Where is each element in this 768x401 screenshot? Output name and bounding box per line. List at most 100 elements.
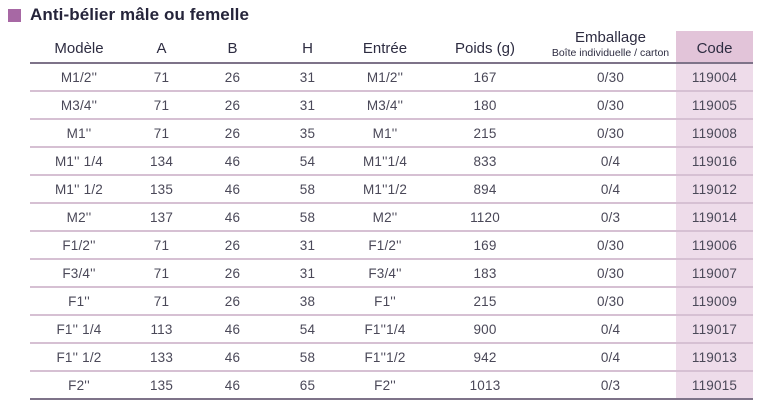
column-header-b: B xyxy=(195,6,270,64)
table-cell: F3/4'' xyxy=(345,259,425,288)
table-cell: 26 xyxy=(195,231,270,260)
table-cell: 71 xyxy=(128,231,195,260)
table-cell: 180 xyxy=(425,91,545,120)
table-row: F1'' 71 26 38 F1'' 215 0/30 119009 xyxy=(30,287,753,316)
table-cell: 1013 xyxy=(425,371,545,400)
table-row: M3/4'' 71 26 31 M3/4'' 180 0/30 119005 xyxy=(30,91,753,120)
table-cell: 31 xyxy=(270,259,345,288)
table-cell: 31 xyxy=(270,63,345,92)
table-row: F3/4'' 71 26 31 F3/4'' 183 0/30 119007 xyxy=(30,259,753,288)
table-cell-code: 119013 xyxy=(676,343,753,372)
column-header-modele: Modèle xyxy=(30,6,128,64)
table-cell: 0/30 xyxy=(545,91,676,120)
table-cell: 31 xyxy=(270,231,345,260)
table-cell: F1''1/4 xyxy=(345,315,425,344)
table-cell: 167 xyxy=(425,63,545,92)
table-cell: 900 xyxy=(425,315,545,344)
table-cell: 26 xyxy=(195,91,270,120)
table-cell: 137 xyxy=(128,203,195,232)
table-cell: 0/4 xyxy=(545,147,676,176)
table-cell: 71 xyxy=(128,259,195,288)
table-cell: M1''1/4 xyxy=(345,147,425,176)
table-cell: 46 xyxy=(195,175,270,204)
table-body: M1/2'' 71 26 31 M1/2'' 167 0/30 119004 M3/4'' 71 2… xyxy=(30,63,753,400)
table-cell: 54 xyxy=(270,147,345,176)
table-cell: M3/4'' xyxy=(30,91,128,120)
table-cell-code: 119017 xyxy=(676,315,753,344)
table-cell: M1/2'' xyxy=(30,63,128,92)
table-cell: 215 xyxy=(425,287,545,316)
table-cell: 135 xyxy=(128,175,195,204)
column-header-a: A xyxy=(128,6,195,64)
column-header-emballage-label: Emballage xyxy=(575,29,646,46)
table-cell: F2'' xyxy=(30,371,128,400)
table-cell: 54 xyxy=(270,315,345,344)
table-cell: 133 xyxy=(128,343,195,372)
table-cell-code: 119006 xyxy=(676,231,753,260)
table-cell: 0/30 xyxy=(545,287,676,316)
table-cell: 31 xyxy=(270,91,345,120)
table-cell: 169 xyxy=(425,231,545,260)
table-cell: F1'' xyxy=(30,287,128,316)
section-bullet-icon xyxy=(8,8,21,22)
table-cell: 65 xyxy=(270,371,345,400)
table-row: M1'' 1/2 135 46 58 M1''1/2 894 0/4 119012 xyxy=(30,175,753,204)
table-cell: 0/4 xyxy=(545,175,676,204)
product-table: Modèle A B H Entrée Poids (g) Emballage … xyxy=(30,6,753,400)
table-cell-code: 119009 xyxy=(676,287,753,316)
table-cell-code: 119004 xyxy=(676,63,753,92)
table-row: F1'' 1/4 113 46 54 F1''1/4 900 0/4 119017 xyxy=(30,315,753,344)
table-header: Modèle A B H Entrée Poids (g) Emballage … xyxy=(30,6,753,64)
table-cell: M1'' xyxy=(30,119,128,148)
table-row: M1/2'' 71 26 31 M1/2'' 167 0/30 119004 xyxy=(30,63,753,92)
table-row: F2'' 135 46 65 F2'' 1013 0/3 119015 xyxy=(30,371,753,400)
table-cell-code: 119008 xyxy=(676,119,753,148)
table-cell: 26 xyxy=(195,63,270,92)
table-cell: 38 xyxy=(270,287,345,316)
table-cell: 0/4 xyxy=(545,343,676,372)
column-header-h: H xyxy=(270,6,345,64)
table-cell: 26 xyxy=(195,287,270,316)
table-cell: F1/2'' xyxy=(30,231,128,260)
table-cell: F3/4'' xyxy=(30,259,128,288)
table-cell: 46 xyxy=(195,343,270,372)
table-cell: M1''1/2 xyxy=(345,175,425,204)
table-row: M2'' 137 46 58 M2'' 1120 0/3 119014 xyxy=(30,203,753,232)
table-cell: 46 xyxy=(195,315,270,344)
table-cell: 894 xyxy=(425,175,545,204)
column-header-entree: Entrée xyxy=(345,6,425,64)
column-header-emballage: Emballage Boîte individuelle / carton xyxy=(545,6,676,64)
table-cell: 0/30 xyxy=(545,63,676,92)
table-cell-code: 119007 xyxy=(676,259,753,288)
table-cell: 58 xyxy=(270,175,345,204)
column-header-emballage-sublabel: Boîte individuelle / carton xyxy=(551,47,670,59)
table-row: M1'' 1/4 134 46 54 M1''1/4 833 0/4 119016 xyxy=(30,147,753,176)
table-cell: 135 xyxy=(128,371,195,400)
table-cell: F2'' xyxy=(345,371,425,400)
table-cell: M2'' xyxy=(30,203,128,232)
column-header-code: Code xyxy=(676,6,753,64)
table-cell-code: 119014 xyxy=(676,203,753,232)
table-cell: M1'' 1/2 xyxy=(30,175,128,204)
table-cell: 71 xyxy=(128,287,195,316)
table-cell: 0/30 xyxy=(545,231,676,260)
table-cell: M1'' xyxy=(345,119,425,148)
table-cell: F1'' 1/2 xyxy=(30,343,128,372)
table-cell: 0/4 xyxy=(545,315,676,344)
table-cell-code: 119016 xyxy=(676,147,753,176)
table-cell: 0/30 xyxy=(545,119,676,148)
table-cell-code: 119012 xyxy=(676,175,753,204)
table-cell: F1''1/2 xyxy=(345,343,425,372)
table-cell: M3/4'' xyxy=(345,91,425,120)
table-row: F1'' 1/2 133 46 58 F1''1/2 942 0/4 119013 xyxy=(30,343,753,372)
table-cell: 942 xyxy=(425,343,545,372)
table-row: F1/2'' 71 26 31 F1/2'' 169 0/30 119006 xyxy=(30,231,753,260)
table-cell: 183 xyxy=(425,259,545,288)
table-header-row: Modèle A B H Entrée Poids (g) Emballage … xyxy=(30,6,753,64)
table-cell: 58 xyxy=(270,203,345,232)
table-cell: 26 xyxy=(195,119,270,148)
table-cell: M1/2'' xyxy=(345,63,425,92)
table-cell: 113 xyxy=(128,315,195,344)
table-cell: 46 xyxy=(195,203,270,232)
table-cell: 1120 xyxy=(425,203,545,232)
